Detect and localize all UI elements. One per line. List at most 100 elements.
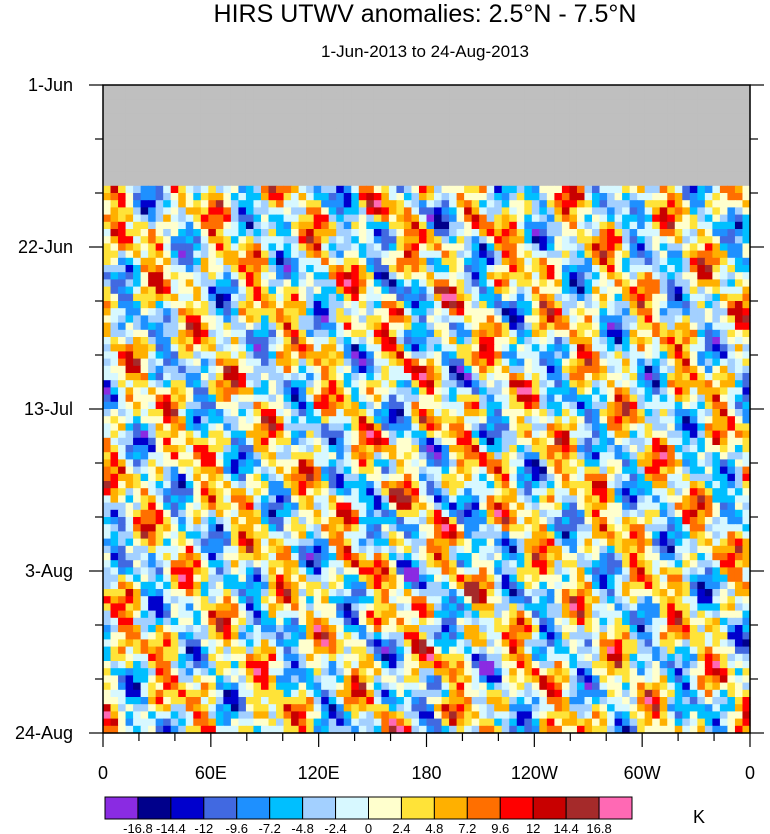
heatmap-cell xyxy=(592,409,601,417)
heatmap-cell xyxy=(697,401,706,410)
heatmap-cell xyxy=(358,200,367,208)
heatmap-cell xyxy=(381,322,390,331)
heatmap-cell xyxy=(539,85,548,93)
heatmap-cell xyxy=(163,207,172,216)
heatmap-cell xyxy=(163,380,172,388)
heatmap-cell xyxy=(170,430,179,439)
heatmap-cell xyxy=(599,157,608,165)
heatmap-cell xyxy=(712,85,721,93)
heatmap-cell xyxy=(659,358,668,367)
heatmap-cell xyxy=(230,416,240,424)
heatmap-cell xyxy=(531,265,540,273)
heatmap-cell xyxy=(697,272,706,280)
heatmap-cell xyxy=(396,387,405,396)
heatmap-cell xyxy=(140,200,149,208)
heatmap-cell xyxy=(306,293,315,302)
heatmap-cell xyxy=(291,178,300,187)
heatmap-cell xyxy=(456,301,465,309)
heatmap-cell xyxy=(569,423,578,432)
heatmap-cell xyxy=(719,142,729,151)
heatmap-cell xyxy=(358,92,367,100)
heatmap-cell xyxy=(118,358,127,367)
heatmap-cell xyxy=(215,200,224,208)
heatmap-cell xyxy=(411,401,420,410)
heatmap-cell xyxy=(614,329,623,338)
heatmap-cell xyxy=(125,178,134,187)
heatmap-cell xyxy=(388,229,397,237)
heatmap-cell xyxy=(185,164,194,172)
heatmap-cell xyxy=(644,185,653,194)
heatmap-cell xyxy=(524,308,533,316)
heatmap-cell xyxy=(456,200,465,208)
heatmap-cell xyxy=(637,207,646,216)
heatmap-cell xyxy=(223,322,232,331)
heatmap-cell xyxy=(644,409,653,417)
heatmap-cell xyxy=(140,344,149,352)
heatmap-cell xyxy=(742,301,751,309)
heatmap-cell xyxy=(546,481,555,489)
heatmap-cell xyxy=(426,430,435,439)
heatmap-cell xyxy=(298,488,307,496)
heatmap-cell xyxy=(238,193,247,201)
heatmap-cell xyxy=(644,236,653,244)
heatmap-cell xyxy=(652,265,661,273)
heatmap-cell xyxy=(569,337,578,345)
heatmap-cell xyxy=(516,200,525,208)
heatmap-cell xyxy=(471,128,480,136)
heatmap-cell xyxy=(253,437,262,446)
heatmap-cell xyxy=(652,459,661,468)
heatmap-cell xyxy=(223,214,232,223)
heatmap-cell xyxy=(268,329,277,338)
heatmap-cell xyxy=(727,265,736,273)
heatmap-cell xyxy=(298,452,307,460)
heatmap-cell xyxy=(516,401,525,410)
heatmap-cell xyxy=(200,380,209,388)
heatmap-cell xyxy=(689,200,698,208)
heatmap-cell xyxy=(366,121,375,129)
heatmap-cell xyxy=(509,272,518,280)
heatmap-cell xyxy=(321,286,330,295)
heatmap-cell xyxy=(426,207,435,216)
heatmap-cell xyxy=(208,394,217,403)
heatmap-cell xyxy=(298,265,307,273)
heatmap-cell xyxy=(163,466,172,475)
heatmap-cell xyxy=(599,337,608,345)
heatmap-cell xyxy=(719,135,729,144)
heatmap-cell xyxy=(358,481,367,489)
heatmap-cell xyxy=(170,373,179,381)
heatmap-cell xyxy=(373,430,382,439)
heatmap-cell xyxy=(133,171,142,180)
heatmap-cell xyxy=(697,157,706,165)
heatmap-cell xyxy=(245,265,255,273)
heatmap-cell xyxy=(697,329,706,338)
heatmap-cell xyxy=(125,409,134,417)
heatmap-cell xyxy=(509,380,518,388)
heatmap-cell xyxy=(155,322,164,331)
heatmap-cell xyxy=(373,200,382,208)
heatmap-cell xyxy=(674,380,683,388)
heatmap-cell xyxy=(607,214,616,223)
heatmap-cell xyxy=(539,286,548,295)
heatmap-cell xyxy=(276,401,285,410)
heatmap-cell xyxy=(298,315,307,324)
heatmap-cell xyxy=(629,279,638,288)
heatmap-cell xyxy=(434,495,443,504)
heatmap-cell xyxy=(546,488,555,496)
heatmap-cell xyxy=(125,214,134,223)
heatmap-cell xyxy=(403,409,413,417)
heatmap-cell xyxy=(607,243,616,252)
heatmap-cell xyxy=(434,272,443,280)
heatmap-cell xyxy=(313,416,322,424)
heatmap-cell xyxy=(185,149,194,158)
heatmap-cell xyxy=(178,423,187,432)
heatmap-cell xyxy=(509,193,518,201)
heatmap-cell xyxy=(155,351,164,360)
heatmap-cell xyxy=(712,337,721,345)
heatmap-cell xyxy=(727,214,736,223)
heatmap-cell xyxy=(659,200,668,208)
heatmap-cell xyxy=(148,401,157,410)
heatmap-cell xyxy=(674,409,683,417)
heatmap-cell xyxy=(140,351,149,360)
heatmap-cell xyxy=(456,473,465,482)
heatmap-cell xyxy=(569,157,578,165)
